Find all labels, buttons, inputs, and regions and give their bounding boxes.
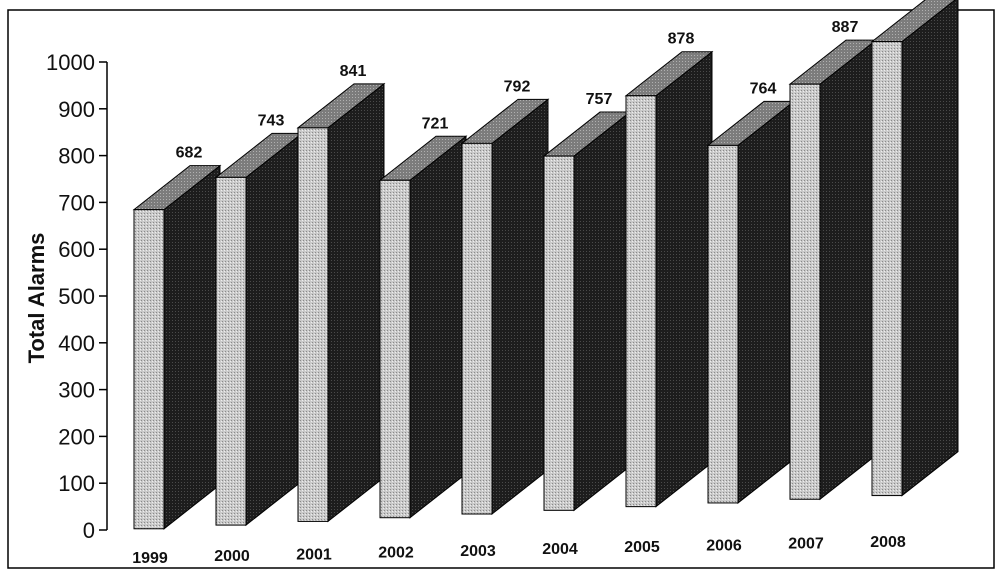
bar-value-label: 721 [422, 115, 449, 132]
bar-front-face [297, 127, 329, 522]
bar: 757 [542, 91, 632, 512]
y-tick-label: 500 [58, 284, 95, 309]
bar-front-face [133, 209, 165, 530]
x-category-label: 2002 [378, 545, 414, 562]
bar: 682 [132, 145, 222, 530]
bar-side-face [655, 50, 713, 508]
y-tick-label: 0 [83, 518, 95, 543]
bar: 970 [870, 0, 959, 497]
bar: 764 [706, 80, 796, 504]
bar-value-label: 757 [586, 91, 613, 108]
bar-value-label: 682 [176, 145, 203, 162]
bar-value-label: 878 [668, 31, 695, 48]
y-tick-label: 700 [58, 190, 95, 215]
x-category-label: 2003 [460, 543, 496, 560]
x-category-label: 2006 [706, 537, 742, 554]
bar-side-face [901, 0, 959, 497]
bar-front-face [707, 144, 739, 504]
y-tick-label: 100 [58, 471, 95, 496]
x-category-label: 1999 [132, 550, 168, 567]
y-tick-label: 800 [58, 144, 95, 169]
bar-value-label: 743 [258, 112, 285, 129]
bar-series: 682 743 841 721 792 757 878 764 887 970 [132, 0, 959, 530]
bar: 743 [214, 112, 304, 527]
y-tick-label: 1000 [46, 50, 95, 75]
bar: 841 [296, 63, 386, 523]
bar-front-face [789, 83, 821, 500]
y-axis-title: Total Alarms [24, 233, 49, 364]
bar-side-face [573, 111, 631, 512]
bar-front-face [215, 176, 247, 526]
y-tick-label: 200 [58, 424, 95, 449]
bar-side-face [737, 100, 795, 504]
bar-front-face [543, 155, 575, 511]
y-tick-label: 300 [58, 378, 95, 403]
bar-side-face [327, 82, 385, 523]
bar: 887 [788, 19, 878, 501]
x-category-label: 2007 [788, 536, 824, 553]
bar-side-face [245, 132, 303, 527]
x-category-label: 2000 [214, 548, 250, 565]
bar-value-label: 841 [340, 63, 367, 80]
x-category-label: 2004 [542, 541, 578, 558]
x-category-label: 2001 [296, 546, 332, 563]
bar-front-face [379, 179, 411, 519]
bar: 878 [624, 31, 714, 508]
y-tick-label: 400 [58, 331, 95, 356]
bar-side-face [163, 164, 221, 530]
y-axis: 0 100 200 300 400 500 600 700 800 900 1000 [46, 50, 108, 543]
bar: 792 [460, 78, 550, 516]
y-tick-label: 600 [58, 237, 95, 262]
x-category-label: 2005 [624, 539, 660, 556]
bar-side-face [491, 98, 549, 516]
bar-side-face [819, 39, 877, 501]
bar-front-face [625, 95, 657, 508]
bar-value-label: 887 [832, 19, 859, 36]
bar: 721 [378, 115, 468, 519]
x-category-label: 2008 [870, 534, 906, 551]
bar-side-face [409, 135, 467, 519]
bar-value-label: 764 [750, 80, 777, 97]
x-axis-labels: 1999 2000 2001 2002 2003 2004 2005 2006 2007 2008 [132, 534, 906, 567]
bar-front-face [871, 41, 903, 497]
bar-front-face [461, 142, 493, 515]
y-tick-label: 900 [58, 97, 95, 122]
bar-value-label: 792 [504, 78, 531, 95]
